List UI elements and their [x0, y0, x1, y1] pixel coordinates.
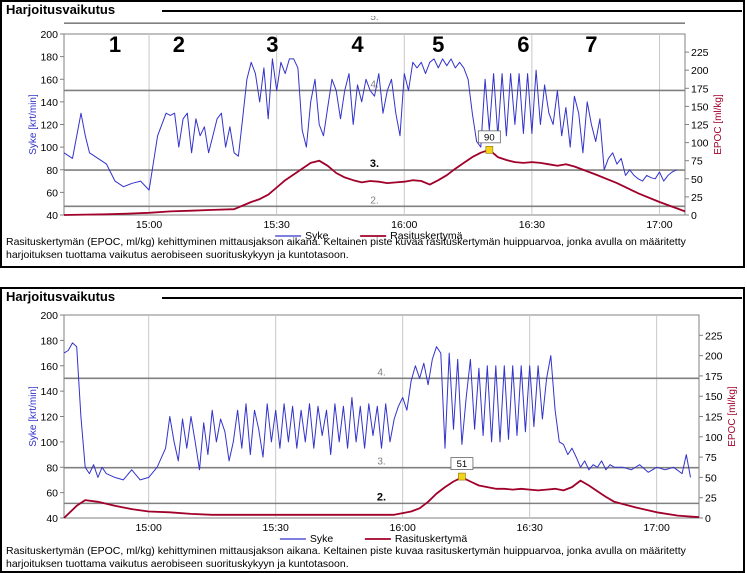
y2-tick-label: 150	[691, 101, 709, 113]
y2-tick-label: 150	[705, 391, 723, 403]
y2-tick-label: 50	[705, 472, 717, 484]
phase-label: 3	[266, 32, 278, 57]
y-tick-label: 140	[40, 386, 58, 398]
heart-rate-line	[63, 58, 677, 191]
y2-tick-label: 100	[705, 432, 723, 444]
y2-axis-label: EPOC [ml/kg]	[713, 94, 724, 155]
x-tick-label: 16:00	[390, 522, 416, 534]
zone-label: 2.	[370, 195, 378, 206]
epoc-peak-marker	[458, 472, 466, 481]
y2-tick-label: 225	[705, 330, 723, 342]
x-tick-label: 16:00	[391, 219, 417, 231]
epoc-peak-marker	[485, 146, 494, 154]
title-divider	[162, 297, 742, 299]
y-tick-label: 120	[40, 412, 58, 424]
chart-caption: Rasituskertymän (EPOC, ml/kg) kehittymin…	[6, 545, 686, 570]
legend-epoc-label: Rasituskertymä	[390, 230, 463, 242]
x-tick-label: 15:30	[264, 219, 290, 231]
y-tick-label: 40	[46, 210, 58, 222]
y-tick-label: 40	[46, 513, 58, 525]
y-tick-label: 80	[46, 462, 58, 474]
x-tick-label: 17:00	[646, 219, 672, 231]
y-tick-label: 100	[40, 437, 58, 449]
phase-label: 4	[351, 32, 364, 57]
x-tick-label: 16:30	[519, 219, 545, 231]
y2-tick-label: 0	[691, 210, 697, 222]
phase-label: 7	[585, 32, 597, 57]
panel-1: Harjoitusvaikutus 15:00 15:30 16:00 16:30 17…	[0, 0, 745, 268]
y2-tick-label: 0	[705, 513, 711, 525]
zone-label: 4.	[377, 367, 385, 378]
zone-label: 3.	[370, 158, 379, 170]
y-tick-label: 140	[40, 97, 58, 109]
y-axis-label: Syke [krt/min]	[28, 94, 39, 155]
y2-tick-label: 200	[705, 351, 723, 363]
y-axis-label: Syke [krt/min]	[28, 386, 39, 447]
epoc-line	[63, 476, 700, 519]
y-tick-label: 100	[40, 142, 58, 154]
y2-tick-label: 125	[705, 412, 723, 424]
zone-label: 3.	[377, 457, 385, 468]
peak-label-box	[450, 457, 474, 470]
x-tick-label: 17:00	[644, 522, 670, 534]
y2-axis-label: EPOC [ml/kg]	[727, 386, 738, 447]
zone-label: 2.	[377, 491, 386, 503]
x-tick-label: 16:30	[517, 522, 543, 534]
y-tick-label: 200	[40, 310, 58, 322]
y2-tick-label: 175	[691, 83, 709, 95]
x-tick-label: 15:30	[263, 522, 289, 534]
legend-hr-label: Syke	[305, 230, 329, 242]
y2-tick-label: 200	[691, 65, 709, 77]
zone-label: 4.	[370, 79, 378, 90]
epoc-chart-2: 15:00 15:30 16:00 16:30 17:00 40 60 80 100 120 140…	[28, 310, 738, 545]
y-tick-label: 160	[40, 74, 58, 86]
zone-label: 5.	[370, 16, 378, 23]
panel-title: Harjoitusvaikutus	[6, 289, 116, 304]
chart-caption: Rasituskertymän (EPOC, ml/kg) kehittymin…	[6, 236, 686, 261]
title-divider	[162, 10, 742, 12]
y2-tick-label: 125	[691, 120, 709, 132]
legend-epoc-label: Rasituskertymä	[395, 533, 468, 545]
y-tick-label: 80	[46, 165, 58, 177]
y-tick-label: 60	[46, 187, 58, 199]
heart-rate-line	[63, 342, 691, 481]
peak-label-box	[477, 130, 501, 144]
y2-tick-label: 175	[705, 371, 723, 383]
phase-label: 6	[517, 32, 529, 57]
y-tick-label: 200	[40, 29, 58, 41]
y-tick-label: 60	[46, 488, 58, 500]
y2-tick-label: 25	[691, 192, 703, 204]
y2-tick-label: 25	[705, 493, 717, 505]
panel-title: Harjoitusvaikutus	[6, 2, 116, 17]
y2-tick-label: 75	[691, 156, 703, 168]
phase-label: 1	[109, 32, 121, 57]
y-tick-label: 120	[40, 120, 58, 132]
y2-tick-label: 225	[691, 47, 709, 59]
epoc-chart-1: 15:00 15:30 16:00 16:30 17:00406080100120140…	[28, 16, 724, 242]
y-tick-label: 180	[40, 52, 58, 64]
legend-hr-label: Syke	[310, 533, 334, 545]
plot-area	[63, 314, 700, 519]
y2-tick-label: 100	[691, 138, 709, 150]
y-tick-label: 180	[40, 335, 58, 347]
y2-tick-label: 75	[705, 452, 717, 464]
phase-label: 2	[173, 32, 185, 57]
panel-2: Harjoitusvaikutus 15:00 15:30 16:00 16:30 17…	[0, 287, 745, 573]
peak-value-label: 51	[457, 459, 468, 470]
peak-value-label: 90	[484, 132, 495, 143]
x-tick-label: 15:00	[136, 522, 162, 534]
y2-tick-label: 50	[691, 174, 703, 186]
phase-label: 5	[432, 32, 444, 57]
plot-area	[63, 33, 686, 216]
x-tick-label: 15:00	[136, 219, 162, 231]
epoc-line	[63, 148, 686, 216]
y-tick-label: 160	[40, 361, 58, 373]
